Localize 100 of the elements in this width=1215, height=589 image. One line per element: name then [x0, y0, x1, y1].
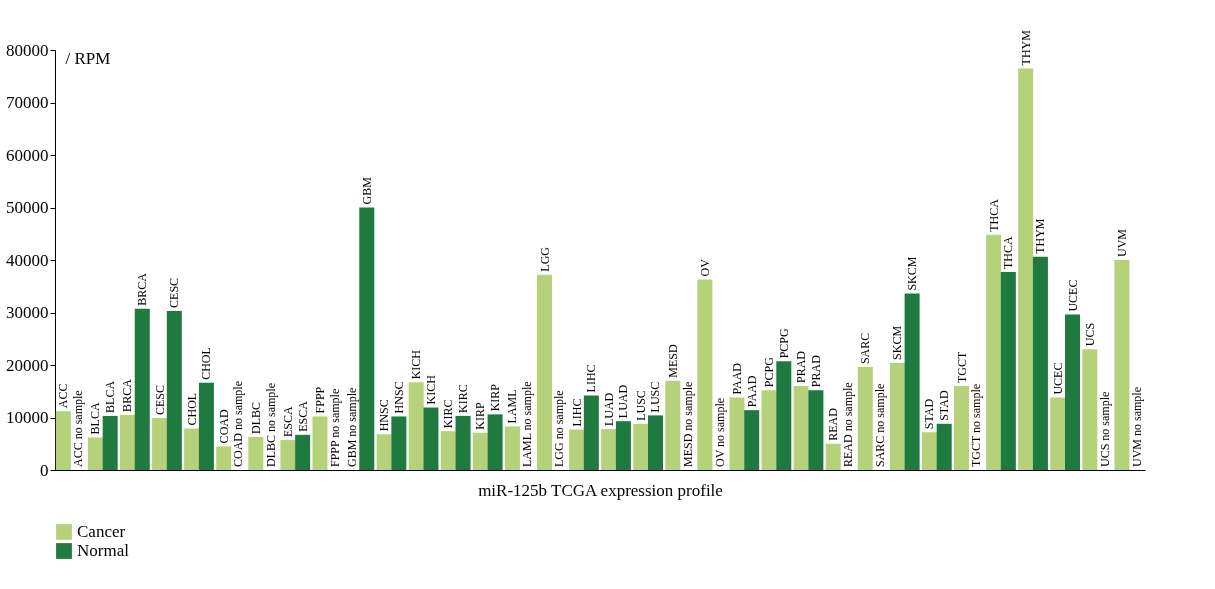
bar [825, 443, 841, 470]
data-label: BRCA [120, 378, 135, 412]
y-tick-label: 80000 [6, 40, 49, 60]
data-label: KIRP [488, 383, 503, 412]
bar [184, 428, 200, 470]
y-tick-label: 70000 [6, 93, 49, 112]
data-label: CESC [152, 385, 167, 416]
bar [583, 395, 599, 470]
data-label: STAD [922, 398, 937, 430]
data-label: ESCA [295, 400, 310, 432]
bar [1032, 256, 1048, 470]
bar [761, 390, 777, 470]
bar [986, 234, 1002, 470]
bar [647, 415, 663, 470]
data-label: PCPG [776, 327, 791, 359]
text: LAML no sample [520, 381, 535, 467]
data-label: PAAD [729, 362, 744, 395]
bar [295, 434, 311, 470]
bar [569, 429, 585, 470]
data-label: UVM [1114, 228, 1129, 257]
data-label: HNSC [391, 381, 406, 414]
bar [793, 386, 809, 470]
bar [1065, 314, 1080, 470]
bar [152, 418, 168, 470]
bar [423, 407, 439, 470]
bar [954, 386, 970, 470]
data-label: DLBC [248, 401, 263, 434]
text: MESD no sample [680, 381, 695, 467]
text: SARC no sample [873, 383, 888, 467]
data-label: KIRC [456, 384, 471, 413]
data-label: GBM [359, 176, 374, 205]
y-axis-title: / RPM [65, 48, 111, 68]
data-label: CHOL [184, 392, 199, 426]
data-label: ESCA [280, 406, 295, 438]
data-label: SKCM [905, 256, 920, 291]
data-label: PRAD [794, 350, 809, 383]
text: UVM no sample [1129, 387, 1144, 467]
bar [487, 414, 503, 470]
y-tick-label: 50000 [6, 198, 49, 217]
bar [936, 423, 952, 470]
text: GBM no sample [345, 387, 360, 467]
data-label: THCA [986, 198, 1001, 232]
data-label: UCEC [1065, 279, 1080, 312]
bar [744, 410, 760, 470]
bar [134, 308, 150, 470]
text: LGG no sample [552, 390, 567, 467]
bar [102, 415, 118, 470]
text: ACC no sample [71, 390, 86, 467]
data-label: PRAD [808, 354, 823, 388]
bar [55, 411, 71, 470]
data-label: READ [826, 407, 841, 441]
data-label: LGG [537, 246, 552, 272]
bar [808, 390, 824, 470]
data-label: LIHC [584, 364, 599, 393]
data-label: STAD [937, 390, 952, 421]
bar [889, 362, 905, 470]
data-label: SKCM [890, 325, 905, 360]
bar [729, 397, 745, 470]
bar [359, 207, 375, 470]
text: UCS no sample [1097, 391, 1112, 467]
bar [216, 446, 232, 470]
bar [1114, 260, 1130, 470]
bar [1000, 272, 1016, 470]
bar [312, 416, 328, 470]
data-label: TGCT [954, 351, 969, 383]
data-label: UCS [1082, 322, 1097, 347]
text: FPPP no sample [327, 388, 342, 467]
data-label: SARC [858, 332, 873, 365]
data-label: BLCA [103, 380, 118, 413]
bar [697, 279, 713, 470]
data-label: KICH [423, 374, 438, 405]
bar [408, 382, 424, 470]
bar [1082, 349, 1098, 470]
data-label: PCPG [762, 356, 777, 388]
y-tick-label: 20000 [6, 355, 49, 375]
text: COAD no sample [231, 381, 246, 467]
bar [504, 426, 520, 470]
data-label: LUAD [601, 392, 616, 427]
bar [248, 436, 264, 470]
text: TGCT no sample [969, 383, 984, 467]
legend-label: Normal [77, 541, 130, 560]
data-label: KIRC [441, 399, 456, 429]
data-label: PAAD [744, 375, 759, 408]
y-tick-label: 40000 [6, 250, 49, 270]
bar [537, 274, 553, 470]
data-label: THCA [1001, 236, 1016, 270]
bar [440, 431, 456, 470]
data-label: LUSC [648, 381, 663, 413]
data-label: ACC [56, 383, 71, 409]
bar [391, 416, 407, 470]
legend-label: Cancer [77, 522, 126, 541]
bar [166, 310, 182, 470]
bar [921, 432, 937, 470]
bar [1018, 68, 1034, 470]
text: OV no sample [712, 397, 727, 467]
data-label: MESD [665, 344, 680, 378]
data-label: KIRP [473, 402, 488, 430]
bar [198, 382, 214, 470]
y-tick-label: 60000 [6, 145, 49, 165]
bar [776, 361, 792, 470]
